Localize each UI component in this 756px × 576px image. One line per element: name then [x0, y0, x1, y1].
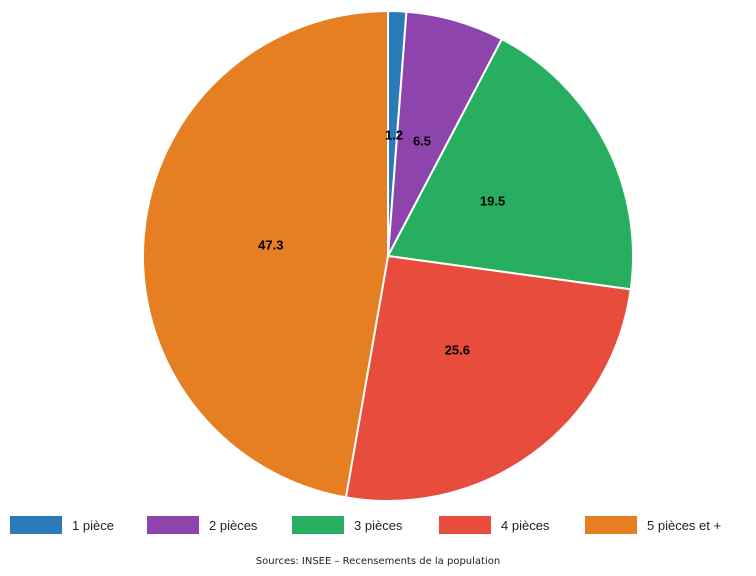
legend-item-5-pieces-et-plus[interactable]: 5 pièces et + — [585, 512, 721, 538]
slice-value-label-2: 6.5 — [413, 133, 431, 148]
legend-label-1-piece: 1 pièce — [72, 517, 114, 533]
legend-item-3-pieces[interactable]: 3 pièces — [292, 512, 402, 538]
legend-label-5-pieces-et-plus: 5 pièces et + — [647, 517, 722, 533]
slice-value-label-3: 19.5 — [480, 194, 505, 209]
legend-swatch-4-pieces — [439, 516, 491, 534]
legend-label-2-pieces: 2 pièces — [209, 517, 258, 533]
pie-chart: 1.2 6.5 19.5 25.6 47.3 — [142, 9, 634, 502]
legend-item-1-piece[interactable]: 1 pièce — [10, 512, 114, 538]
legend-item-2-pieces[interactable]: 2 pièces — [147, 512, 257, 538]
source-note: Sources: INSEE – Recensements de la popu… — [255, 556, 501, 567]
legend-label-4-pieces: 4 pièces — [501, 517, 550, 533]
slice-value-label-1: 1.2 — [385, 127, 403, 142]
legend-label-3-pieces: 3 pièces — [354, 517, 403, 533]
legend-item-4-pieces[interactable]: 4 pièces — [439, 512, 549, 538]
slice-value-label-5: 47.3 — [258, 237, 283, 252]
legend-swatch-2-pieces — [147, 516, 199, 534]
pie-slice-4[interactable] — [344, 254, 632, 502]
legend: 1 pièce 2 pièces 3 pièces 4 pièces 5 piè… — [0, 512, 756, 538]
pie-slice-5[interactable] — [142, 9, 389, 499]
pie-slice-3[interactable] — [386, 37, 634, 291]
legend-swatch-1-piece — [10, 516, 62, 534]
slice-value-label-4: 25.6 — [445, 342, 470, 357]
legend-swatch-3-pieces — [292, 516, 344, 534]
legend-swatch-5-pieces-et-plus — [585, 516, 637, 534]
